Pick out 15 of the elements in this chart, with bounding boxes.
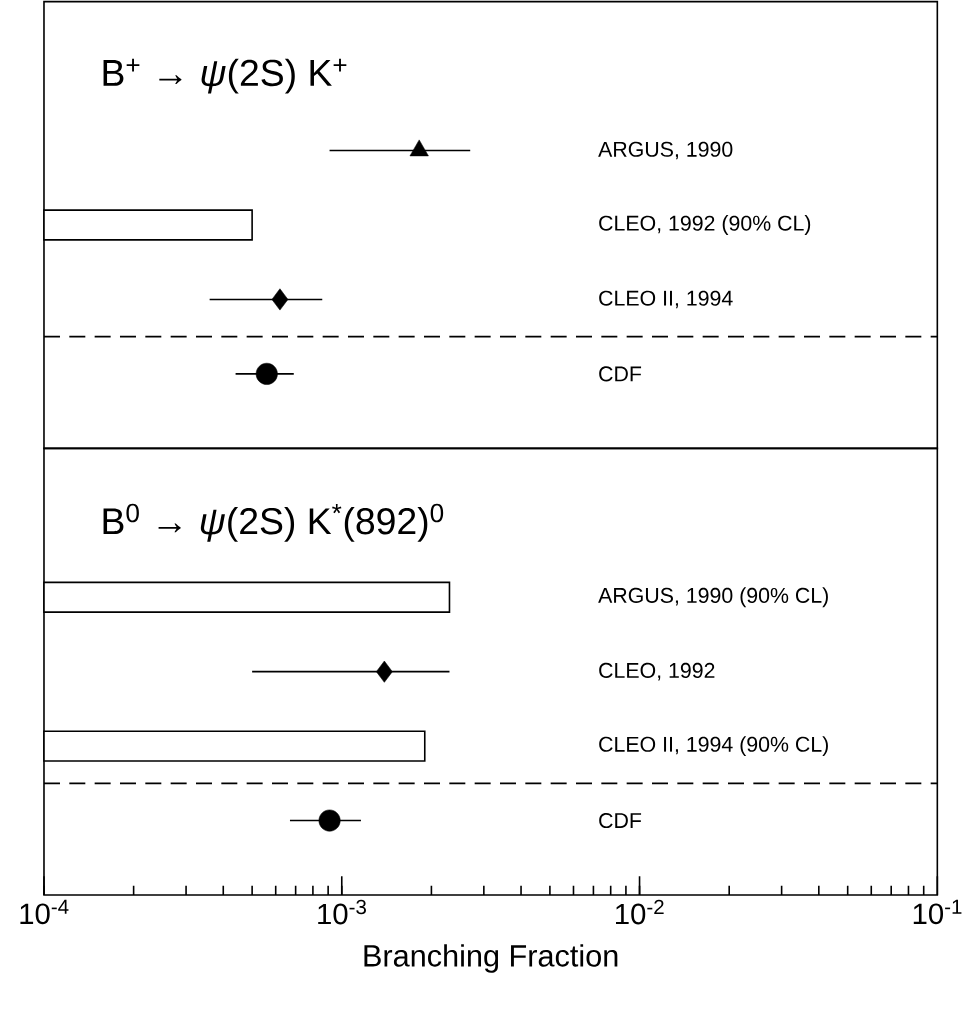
x-axis-title: Branching Fraction bbox=[364, 944, 618, 973]
category-label: CLEO, 1992 (90% CL) bbox=[599, 215, 811, 235]
x-tick-label: 10$^{-4}$ bbox=[20, 899, 69, 925]
x-tick-label: 10$^{-2}$ bbox=[616, 899, 664, 925]
category-label: CDF bbox=[599, 813, 642, 829]
x-tick-label: 10$^{-3}$ bbox=[318, 899, 366, 925]
category-label: CLEO II, 1994 (90% CL) bbox=[599, 736, 828, 757]
chart-title: B$^{+}$ → ψ(2S) K$^{+}$ bbox=[103, 58, 347, 94]
category-label: CDF bbox=[599, 366, 642, 382]
category-label: CLEO II, 1994 bbox=[599, 290, 733, 309]
x-tick-label: 10$^{-1}$ bbox=[913, 899, 962, 925]
chart-title: B$^{0}$ → ψ(2S) K$^{*}$(892)$^{0}$ bbox=[103, 503, 444, 542]
category-label: ARGUS, 1990 bbox=[598, 141, 733, 160]
category-label: ARGUS, 1990 (90% CL) bbox=[598, 587, 828, 608]
category-label: CLEO, 1992 bbox=[599, 662, 715, 681]
